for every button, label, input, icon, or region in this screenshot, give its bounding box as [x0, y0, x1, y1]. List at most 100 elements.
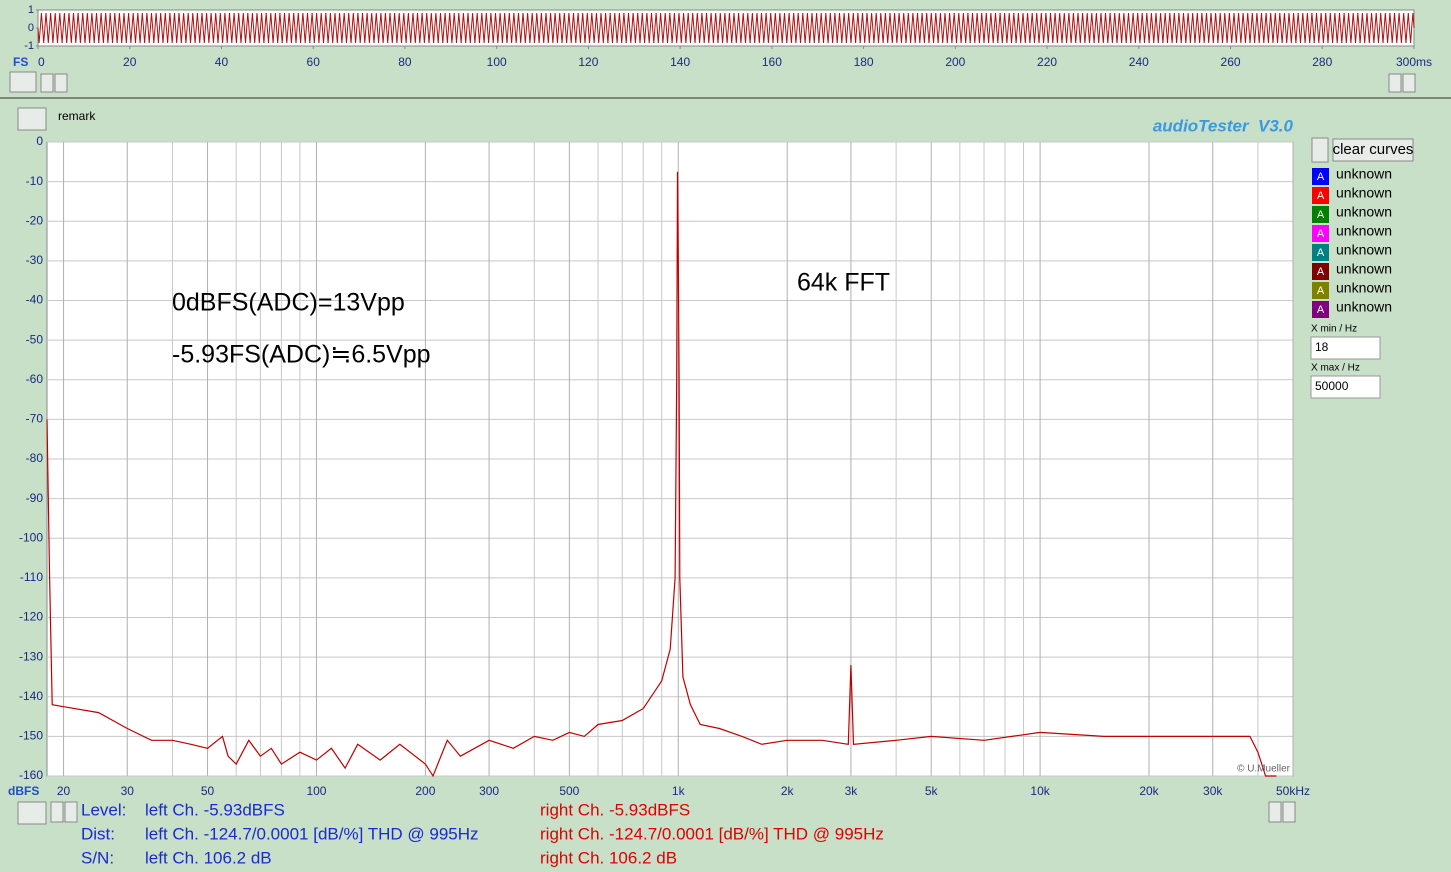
spin-button[interactable]: [17, 107, 47, 131]
legend-symbol: A: [1317, 304, 1325, 316]
scroll-right[interactable]: [1402, 73, 1416, 93]
y-tick-label: -150: [19, 729, 43, 743]
x-tick-label: 300ms: [1396, 55, 1432, 69]
y-tick-label: -110: [20, 570, 43, 584]
xmax-input[interactable]: [1310, 375, 1381, 399]
scroll-left[interactable]: [1388, 73, 1402, 93]
y-tick-label: -60: [26, 372, 44, 386]
legend-swatch[interactable]: [1312, 206, 1329, 223]
xmin-label: X min / Hz: [1311, 324, 1357, 335]
legend-name: unknown: [1336, 261, 1392, 277]
y-tick-label: -10: [26, 174, 44, 188]
spin-button[interactable]: [1311, 137, 1329, 163]
x-tick-label: 1k: [672, 784, 686, 798]
x-tick-label: 20k: [1139, 784, 1159, 798]
status-label: Level:: [81, 800, 126, 819]
legend-symbol: A: [1317, 228, 1325, 240]
legend-name: unknown: [1336, 242, 1392, 258]
x-tick-label: 50kHz: [1276, 784, 1310, 798]
x-tick-label: 50: [201, 784, 215, 798]
x-tick-label: 200: [415, 784, 435, 798]
x-tick-label: 60: [307, 55, 321, 69]
scroll-buttons: [9, 71, 1416, 825]
legend-symbol: A: [1317, 209, 1325, 221]
y-tick-label: -120: [19, 610, 43, 624]
x-tick-label: 240: [1129, 55, 1149, 69]
legend-symbol: A: [1317, 171, 1325, 183]
x-tick-label: 5k: [925, 784, 939, 798]
status-right: right Ch. 106.2 dB: [540, 848, 677, 867]
y-unit-label: dBFS: [8, 784, 39, 798]
legend-symbol: A: [1317, 247, 1325, 259]
status-right: right Ch. -5.93dBFS: [540, 800, 690, 819]
legend-swatch[interactable]: [1312, 187, 1329, 204]
scroll-left[interactable]: [50, 801, 64, 823]
legend-swatch[interactable]: [1312, 225, 1329, 242]
status-left: left Ch. -124.7/0.0001 [dB/%] THD @ 995H…: [145, 824, 479, 843]
spin-button[interactable]: [9, 71, 37, 93]
spin-button[interactable]: [17, 801, 47, 825]
x-tick-label: 40: [215, 55, 229, 69]
scroll-right[interactable]: [64, 801, 78, 823]
legend-swatch[interactable]: [1312, 263, 1329, 280]
scroll-left[interactable]: [1268, 801, 1282, 823]
y-tick-label: 1: [28, 4, 34, 16]
xmin-input[interactable]: [1310, 336, 1381, 360]
y-tick-label: 0: [28, 22, 34, 34]
legend-swatch[interactable]: [1312, 282, 1329, 299]
x-tick-label: 30: [121, 784, 135, 798]
scroll-left[interactable]: [40, 73, 54, 93]
x-tick-label: 20: [57, 784, 71, 798]
x-tick-label: 10k: [1030, 784, 1050, 798]
annotation: 0dBFS(ADC)=13Vpp: [172, 289, 405, 317]
remark: remark: [58, 109, 96, 123]
scroll-right[interactable]: [54, 73, 68, 93]
x-tick-label: 120: [578, 55, 598, 69]
x-tick-label: 2k: [781, 784, 795, 798]
legend-swatch[interactable]: [1312, 301, 1329, 318]
clear-curves-label: clear curves: [1333, 141, 1414, 158]
x-tick-label: 260: [1221, 55, 1241, 69]
x-tick-label: 300: [479, 784, 499, 798]
app-title: audioTester V3.0: [1153, 116, 1294, 135]
x-tick-label: 500: [559, 784, 579, 798]
y-tick-label: -40: [26, 293, 44, 307]
y-tick-label: -140: [19, 689, 43, 703]
legend-swatch[interactable]: [1312, 244, 1329, 261]
clear-curves-button[interactable]: [1332, 138, 1414, 162]
x-tick-label: 3k: [845, 784, 859, 798]
x-tick-label: 100: [306, 784, 326, 798]
x-tick-label: 20: [123, 55, 137, 69]
legend-swatch[interactable]: [1312, 168, 1329, 185]
y-tick-label: -50: [26, 332, 44, 346]
status-label: S/N:: [81, 848, 114, 867]
legend-name: unknown: [1336, 223, 1392, 239]
xmax-label: X max / Hz: [1311, 363, 1360, 374]
legend-name: unknown: [1336, 204, 1392, 220]
x-tick-label: 0: [38, 55, 45, 69]
scroll-right[interactable]: [1282, 801, 1296, 823]
y-tick-label: -70: [26, 412, 44, 426]
legend-name: unknown: [1336, 299, 1392, 315]
y-tick-label: -100: [19, 530, 43, 544]
x-tick-label: 140: [670, 55, 690, 69]
y-tick-label: 0: [36, 134, 43, 148]
y-tick-label: -130: [19, 649, 43, 663]
x-tick-label: 280: [1312, 55, 1332, 69]
y-unit-label: FS: [13, 55, 28, 69]
y-tick-label: -90: [26, 491, 44, 505]
x-tick-label: 180: [854, 55, 874, 69]
annotation: 64k FFT: [797, 269, 890, 297]
spectrum-trace: [46, 171, 1277, 778]
legend-symbol: A: [1317, 190, 1325, 202]
xmin-value: 18: [1315, 340, 1329, 354]
legend-name: unknown: [1336, 185, 1392, 201]
status-left: left Ch. -5.93dBFS: [145, 800, 285, 819]
y-tick-label: -160: [19, 768, 43, 782]
annotation: -5.93FS(ADC)≒6.5Vpp: [172, 341, 431, 369]
legend-name: unknown: [1336, 280, 1392, 296]
x-tick-label: 160: [762, 55, 782, 69]
